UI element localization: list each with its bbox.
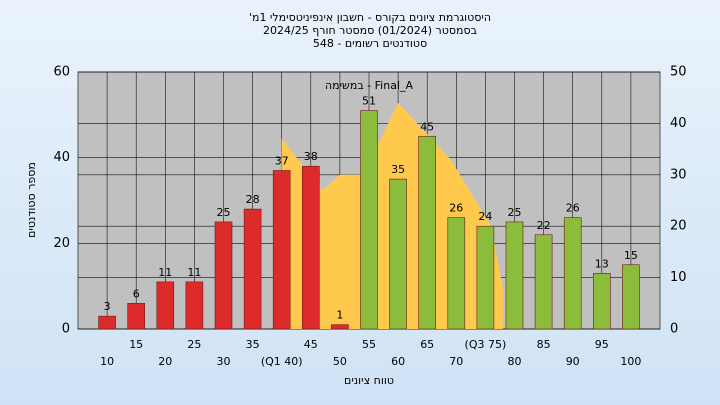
x-tick-label: 15 bbox=[129, 338, 143, 351]
bar bbox=[214, 221, 233, 330]
y2-tick-label: 20 bbox=[670, 219, 687, 234]
y2-tick-label: 0 bbox=[670, 322, 678, 337]
y2-tick-label: 30 bbox=[670, 167, 687, 182]
y-tick-label: 0 bbox=[62, 322, 70, 337]
value-label: 1 bbox=[336, 309, 343, 322]
value-label: 6 bbox=[133, 287, 140, 300]
x-tick-label: 95 bbox=[595, 338, 609, 351]
bar bbox=[418, 135, 437, 330]
value-label: 26 bbox=[566, 202, 580, 215]
x-tick-label: 90 bbox=[566, 355, 580, 368]
value-label: 35 bbox=[391, 163, 405, 176]
value-label: 22 bbox=[537, 219, 551, 232]
bar bbox=[98, 315, 116, 330]
value-label: 28 bbox=[246, 193, 260, 206]
bar bbox=[185, 281, 204, 330]
bar bbox=[389, 178, 407, 330]
x-tick-label: 55 bbox=[362, 338, 376, 351]
bar bbox=[156, 281, 175, 330]
x-tick-label: 70 bbox=[449, 355, 463, 368]
bar bbox=[301, 165, 320, 330]
x-tick-label: 50 bbox=[333, 355, 347, 368]
y2-tick-label: 10 bbox=[670, 270, 687, 285]
x-tick-label: (Q3 75) bbox=[465, 338, 507, 351]
x-tick-label: 100 bbox=[620, 355, 641, 368]
bar bbox=[243, 208, 262, 330]
bar bbox=[592, 273, 611, 330]
value-label: 38 bbox=[304, 150, 318, 163]
bar bbox=[331, 324, 349, 330]
value-label: 13 bbox=[595, 257, 609, 270]
value-label: 37 bbox=[275, 155, 289, 168]
x-tick-label: (Q1 40) bbox=[261, 355, 303, 368]
bar bbox=[360, 110, 378, 330]
bar bbox=[447, 217, 466, 330]
value-label: 11 bbox=[158, 266, 172, 279]
value-label: 3 bbox=[104, 300, 111, 313]
title-line: סטודנטים רשומים - 548 bbox=[313, 37, 427, 50]
x-tick-label: 60 bbox=[391, 355, 405, 368]
bar bbox=[534, 234, 553, 330]
bar bbox=[563, 217, 582, 330]
x-axis-label: טווח ציונים bbox=[344, 374, 394, 387]
bar bbox=[272, 170, 291, 330]
value-label: 15 bbox=[624, 249, 638, 262]
x-tick-label: 30 bbox=[217, 355, 231, 368]
bar bbox=[127, 302, 145, 330]
y2-tick-label: 50 bbox=[670, 65, 687, 80]
x-tick-label: 25 bbox=[187, 338, 201, 351]
y-tick-label: 60 bbox=[53, 65, 70, 80]
title-line: בסמסטר (01/2024) סמסטר חורף 2024/25 bbox=[263, 24, 477, 37]
x-tick-label: 85 bbox=[537, 338, 551, 351]
title-line: היסטוגרמת ציונים בקורס - חשבון אינפיניטס… bbox=[249, 11, 491, 24]
x-tick-label: 65 bbox=[420, 338, 434, 351]
value-label: 25 bbox=[508, 206, 522, 219]
x-tick-label: 20 bbox=[158, 355, 172, 368]
x-tick-label: 10 bbox=[100, 355, 114, 368]
y-tick-label: 20 bbox=[53, 236, 70, 251]
value-label: 25 bbox=[217, 206, 231, 219]
y-axis-label: מספר סטודנטים bbox=[25, 162, 38, 238]
y2-tick-label: 40 bbox=[670, 116, 687, 131]
value-label: 51 bbox=[362, 95, 376, 108]
bar bbox=[505, 221, 524, 330]
x-tick-label: 35 bbox=[246, 338, 260, 351]
value-label: 26 bbox=[449, 202, 463, 215]
x-tick-label: 80 bbox=[508, 355, 522, 368]
value-label: 45 bbox=[420, 120, 434, 133]
y-tick-label: 40 bbox=[53, 150, 70, 165]
value-label: 11 bbox=[187, 266, 201, 279]
x-tick-label: 45 bbox=[304, 338, 318, 351]
value-label: 24 bbox=[478, 210, 492, 223]
bar bbox=[476, 225, 495, 330]
annotation: Final_A - במשימה bbox=[325, 79, 414, 92]
bar bbox=[622, 264, 640, 330]
